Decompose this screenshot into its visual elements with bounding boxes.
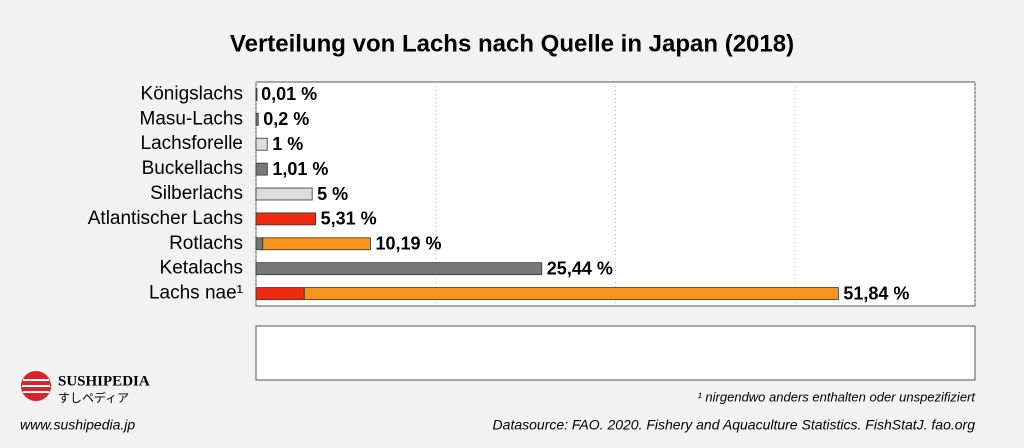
logo-lines xyxy=(22,379,50,393)
y-tick-label: Masu-Lachs xyxy=(140,108,244,129)
bar-segment xyxy=(255,88,258,101)
bar-segment xyxy=(255,212,317,226)
y-tick-label: Ketalachs xyxy=(160,258,243,279)
value-label: 1,01 % xyxy=(272,159,328,179)
y-tick-label: Königslachs xyxy=(141,83,243,104)
bar-segment xyxy=(262,237,371,251)
value-label: 0,01 % xyxy=(261,84,317,104)
y-tick-label: Lachsforelle xyxy=(141,133,243,154)
value-label: 5 % xyxy=(317,184,348,204)
footnote: ¹ nirgendwo anders enthalten oder unspez… xyxy=(697,389,976,404)
y-tick-label: Buckellachs xyxy=(142,158,243,179)
bar-segment xyxy=(303,287,839,300)
y-tick-label: Lachs nae¹ xyxy=(149,283,243,304)
bar-segment xyxy=(255,162,268,176)
bar-segment xyxy=(255,287,305,300)
bar-segment xyxy=(255,187,313,201)
value-label: 10,19 % xyxy=(375,234,441,254)
value-label: 51,84 % xyxy=(843,283,909,303)
bar-segment xyxy=(255,112,259,126)
legend xyxy=(255,325,976,381)
y-tick-label: Silberlachs xyxy=(150,183,243,204)
bar-segment xyxy=(255,137,268,151)
value-label: 25,44 % xyxy=(547,258,613,278)
logo: SUSHIPEDIA すしペディア xyxy=(21,371,150,405)
brand: SUSHIPEDIA xyxy=(58,373,150,389)
source: Datasource: FAO. 2020. Fishery and Aquac… xyxy=(493,417,976,433)
y-tick-label: Rotlachs xyxy=(169,233,243,254)
bar-segment xyxy=(255,237,264,251)
value-label: 1 % xyxy=(272,134,303,154)
chart-title: Verteilung von Lachs nach Quelle in Japa… xyxy=(230,30,794,57)
y-tick-label: Atlantischer Lachs xyxy=(88,208,243,229)
value-label: 5,31 % xyxy=(321,209,377,229)
brand-sub: すしペディア xyxy=(58,390,129,405)
bar-segment xyxy=(255,262,543,276)
url: www.sushipedia.jp xyxy=(20,417,135,433)
value-label: 0,2 % xyxy=(263,109,309,129)
